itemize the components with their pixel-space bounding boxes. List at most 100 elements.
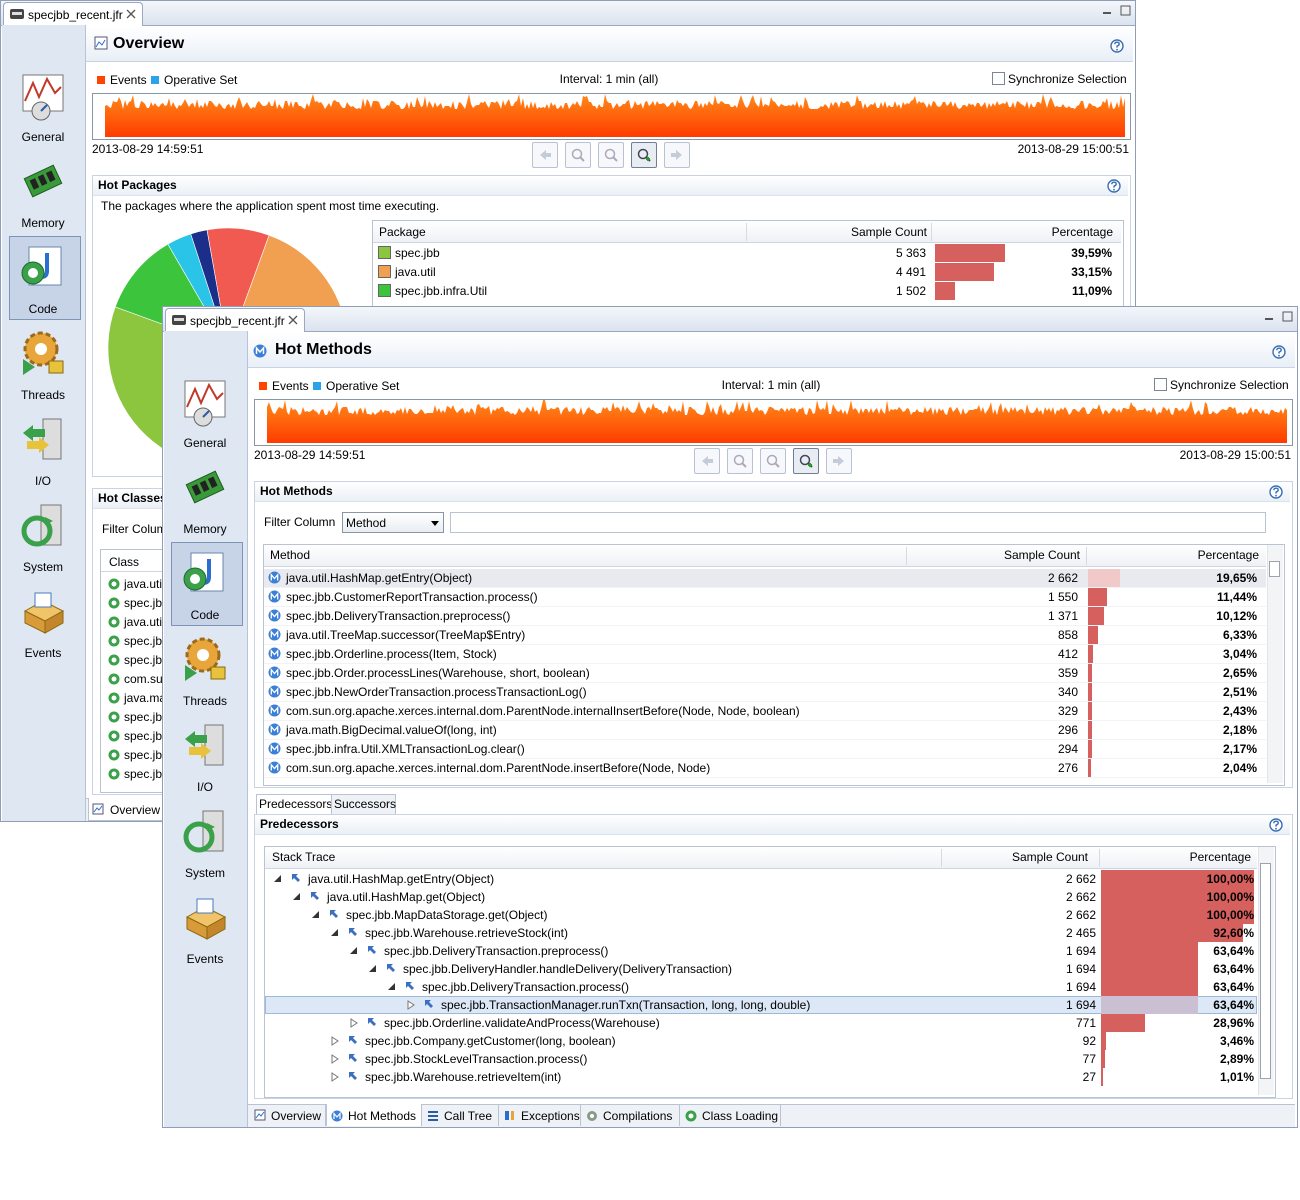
- time-nav-button[interactable]: [694, 448, 720, 474]
- end-time: 2013-08-29 15:00:51: [1017, 142, 1129, 156]
- icon-part: [270, 573, 279, 581]
- bottom-tab[interactable]: [422, 1104, 499, 1126]
- icon-part: [270, 630, 279, 638]
- nav-label[interactable]: General: [183, 436, 227, 450]
- bottom-tab[interactable]: [326, 1104, 422, 1126]
- time-nav-button[interactable]: [760, 448, 786, 474]
- time-nav-button[interactable]: [727, 448, 753, 474]
- nav-label[interactable]: Code: [190, 608, 220, 622]
- icon-part: [210, 666, 226, 680]
- nav-label[interactable]: Memory: [21, 216, 65, 230]
- nav-label[interactable]: Memory: [183, 522, 227, 536]
- time-nav-button[interactable]: [631, 142, 657, 168]
- percentage: 2,04%: [1222, 761, 1257, 775]
- tree-toggle[interactable]: [312, 911, 320, 919]
- scrollbar-thumb[interactable]: [1260, 863, 1271, 1079]
- sample-count: 340: [1057, 685, 1078, 699]
- scrollbar-thumb[interactable]: [1269, 561, 1280, 577]
- stack-frame: spec.jbb.MapDataStorage.get(Object): [346, 908, 548, 922]
- method-icon: [268, 590, 281, 603]
- tree-toggle[interactable]: [331, 1072, 339, 1082]
- button-icon: [540, 150, 551, 160]
- checkbox[interactable]: [992, 72, 1005, 85]
- nav-label[interactable]: Threads: [182, 694, 228, 708]
- nav-label[interactable]: Events: [186, 952, 224, 966]
- icon-part: [27, 437, 49, 453]
- time-nav-button[interactable]: [532, 142, 558, 168]
- editor-tab[interactable]: specjbb_recent.jfr: [3, 2, 143, 26]
- icon-part: [331, 1072, 339, 1082]
- tree-toggle[interactable]: [388, 983, 396, 991]
- bottom-tab[interactable]: [581, 1104, 680, 1126]
- nav-label[interactable]: System: [22, 560, 63, 574]
- tree-toggle[interactable]: [350, 1018, 358, 1028]
- tree-toggle[interactable]: [293, 893, 301, 901]
- tab-icon: [331, 1110, 343, 1122]
- bottom-tab[interactable]: [499, 1104, 581, 1126]
- tree-toggle[interactable]: [407, 1000, 415, 1010]
- icon-part: [29, 178, 40, 190]
- sample-count: 1 550: [1047, 590, 1078, 604]
- tree-toggle[interactable]: [350, 947, 358, 955]
- nav-label[interactable]: Threads: [20, 388, 66, 402]
- method-icon: [268, 609, 281, 622]
- class-icon: [108, 749, 120, 761]
- editor-tab[interactable]: specjbb_recent.jfr: [165, 308, 305, 332]
- filter-input[interactable]: [450, 512, 1266, 533]
- sample-count: 1 694: [1065, 962, 1096, 976]
- sample-count: 2 662: [1065, 908, 1096, 922]
- time-nav-button[interactable]: [826, 448, 852, 474]
- legend-label: Events: [272, 379, 309, 393]
- checkbox[interactable]: [1154, 378, 1167, 391]
- tree-toggle[interactable]: [331, 1036, 339, 1046]
- nav-label[interactable]: General: [21, 130, 65, 144]
- file-icon: [10, 9, 24, 19]
- class-icon: [108, 635, 120, 647]
- tree-toggle[interactable]: [274, 875, 282, 883]
- icon-part: [330, 910, 338, 918]
- class-icon: [108, 578, 120, 590]
- nav-label[interactable]: I/O: [34, 474, 51, 488]
- icon-part: [268, 590, 281, 603]
- icon-part: [1116, 48, 1118, 51]
- sample-count: 1 694: [1065, 998, 1096, 1012]
- icon-part: [268, 647, 281, 660]
- tree-toggle[interactable]: [331, 1054, 339, 1064]
- percentage: 11,44%: [1216, 590, 1257, 604]
- nav-icon: [184, 380, 226, 427]
- bottom-tab[interactable]: [680, 1104, 781, 1126]
- nav-label[interactable]: I/O: [196, 780, 213, 794]
- tab-title: specjbb_recent.jfr: [28, 8, 123, 22]
- filter-select[interactable]: Method: [342, 512, 444, 533]
- icon-part: [185, 665, 197, 681]
- icon-part: [185, 731, 207, 747]
- icon-part: [311, 892, 319, 900]
- nav-label[interactable]: Code: [28, 302, 58, 316]
- nav-label[interactable]: Events: [24, 646, 62, 660]
- time-nav-button[interactable]: [664, 142, 690, 168]
- selected-row: [264, 569, 1266, 588]
- column-divider: [1099, 849, 1100, 867]
- percentage-bar: [1088, 664, 1093, 682]
- method-name: java.util.HashMap.getEntry(Object): [286, 571, 473, 585]
- row-rule: [264, 758, 1266, 759]
- detail-tab[interactable]: [331, 794, 396, 815]
- tree-toggle[interactable]: [331, 929, 339, 937]
- method-icon: [268, 666, 281, 679]
- frame-icon: [406, 982, 414, 990]
- time-nav-button[interactable]: [598, 142, 624, 168]
- percentage-bar: [1088, 569, 1121, 587]
- percentage: 2,51%: [1222, 685, 1257, 699]
- icon-part: [1111, 181, 1117, 188]
- bottom-tab[interactable]: [249, 1104, 326, 1126]
- section-header: [255, 482, 1290, 502]
- package-name: java.util: [395, 265, 436, 279]
- time-nav-button[interactable]: [793, 448, 819, 474]
- nav-label[interactable]: System: [184, 866, 225, 880]
- interval-label: Interval: 1 min (all): [559, 72, 659, 86]
- section-description: The packages where the application spent…: [101, 199, 440, 213]
- time-nav-button[interactable]: [565, 142, 591, 168]
- row-rule: [264, 606, 1266, 607]
- tree-toggle[interactable]: [369, 965, 377, 973]
